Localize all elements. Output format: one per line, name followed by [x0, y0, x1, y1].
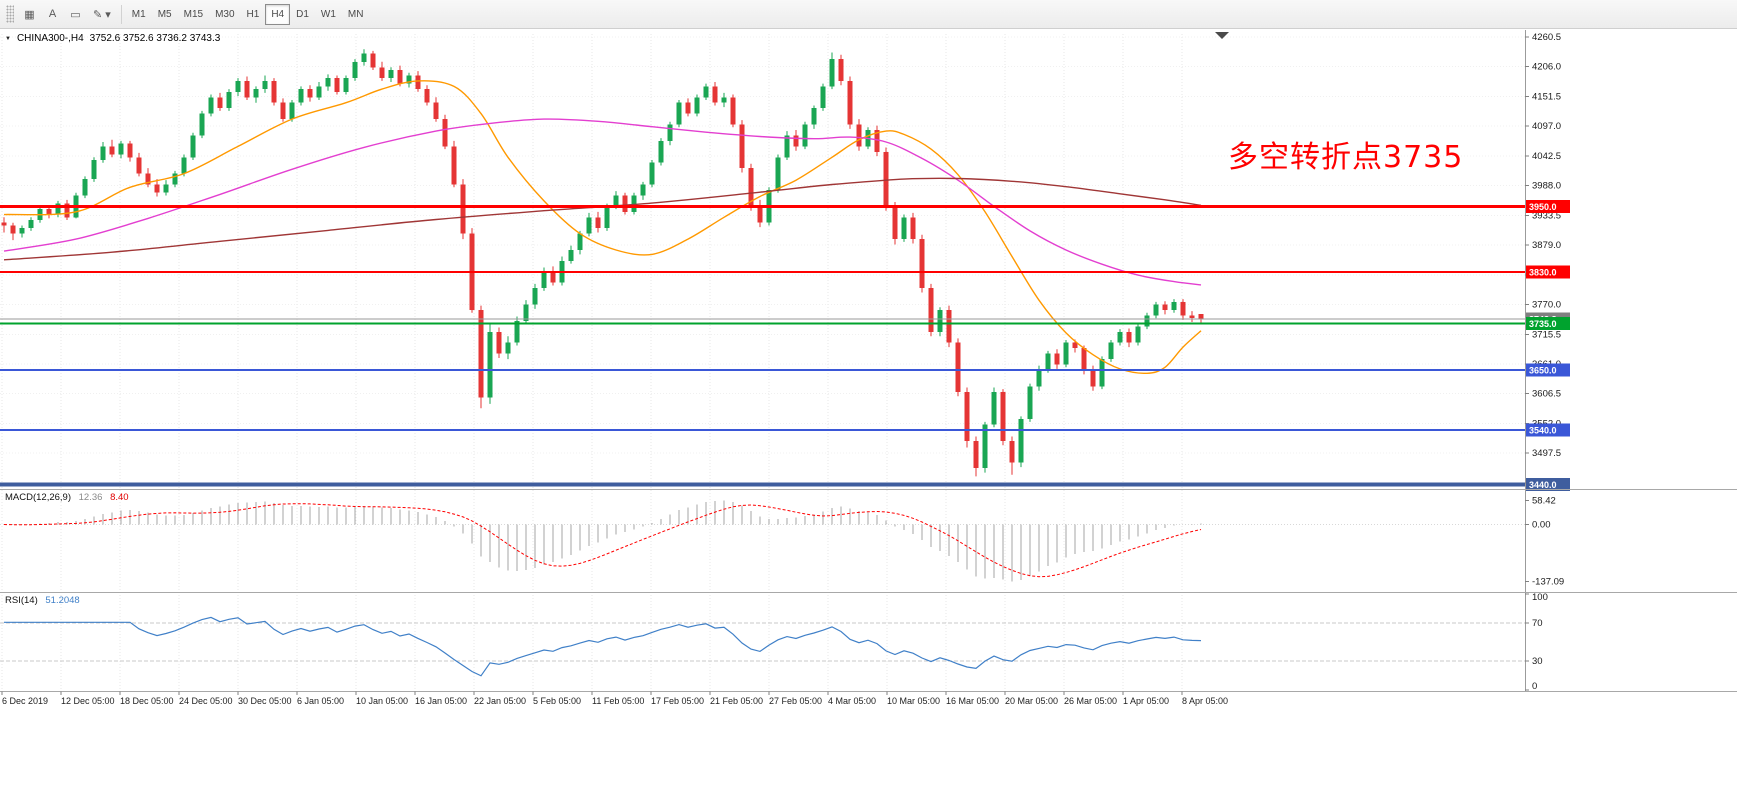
rsi-pane — [0, 616, 1525, 677]
draw-tools-dropdown-button[interactable]: ✎ ▾ — [87, 4, 117, 25]
ma-fast-orange — [3, 80, 1202, 375]
svg-text:3497.5: 3497.5 — [1532, 448, 1561, 459]
ma-medium-magenta — [3, 118, 1202, 286]
svg-text:3879.0: 3879.0 — [1532, 240, 1561, 251]
chart-window-icon-button[interactable]: ▭ — [64, 4, 87, 25]
toolbar-grip[interactable] — [6, 5, 14, 23]
svg-text:21 Feb 05:00: 21 Feb 05:00 — [710, 696, 763, 706]
svg-text:4260.5: 4260.5 — [1532, 32, 1561, 43]
svg-text:4097.0: 4097.0 — [1532, 121, 1561, 132]
timeframe-button-m1[interactable]: M1 — [126, 4, 152, 25]
svg-text:3770.0: 3770.0 — [1532, 300, 1561, 311]
pane-separators — [0, 489, 1737, 692]
price-label-3950.0: 3950.0 — [1526, 199, 1570, 213]
svg-text:12 Dec 05:00: 12 Dec 05:00 — [61, 696, 115, 706]
svg-text:4206.0: 4206.0 — [1532, 62, 1561, 73]
timeframe-button-m15[interactable]: M15 — [178, 4, 209, 25]
macd-signal-value-label: 8.40 — [110, 492, 129, 503]
rsi-name-label: RSI(14) — [5, 595, 38, 606]
timeframe-buttons: M1 M5 M15 M30 H1 H4 D1 W1 MN — [126, 3, 370, 25]
svg-text:26 Mar 05:00: 26 Mar 05:00 — [1064, 696, 1117, 706]
macd-indicator-label: MACD(12,26,9) 12.36 8.40 — [5, 492, 129, 503]
templates-grid-icon-button[interactable]: ▦ — [18, 4, 41, 25]
svg-text:3540.0: 3540.0 — [1529, 426, 1557, 436]
price-label-3650.0: 3650.0 — [1526, 363, 1570, 377]
macd-pane — [0, 500, 1525, 582]
svg-text:4 Mar 05:00: 4 Mar 05:00 — [828, 696, 876, 706]
svg-text:11 Feb 05:00: 11 Feb 05:00 — [592, 696, 644, 706]
svg-text:5 Feb 05:00: 5 Feb 05:00 — [533, 696, 581, 706]
timeframe-button-h1[interactable]: H1 — [241, 4, 266, 25]
svg-text:18 Dec 05:00: 18 Dec 05:00 — [120, 696, 174, 706]
rsi-indicator-label: RSI(14) 51.2048 — [5, 595, 80, 606]
svg-text:6 Dec 2019: 6 Dec 2019 — [2, 696, 48, 706]
candlesticks — [1, 49, 1204, 477]
timeframe-button-m5[interactable]: M5 — [152, 4, 178, 25]
svg-text:24 Dec 05:00: 24 Dec 05:00 — [179, 696, 233, 706]
svg-text:10 Mar 05:00: 10 Mar 05:00 — [887, 696, 940, 706]
svg-text:3735.0: 3735.0 — [1529, 319, 1557, 329]
text-label-tool-button[interactable]: A — [41, 4, 64, 25]
svg-text:3988.0: 3988.0 — [1532, 181, 1561, 192]
ohlc-values-label: 3752.6 3752.6 3736.2 3743.3 — [89, 33, 221, 44]
svg-text:3606.5: 3606.5 — [1532, 389, 1561, 400]
symbol-header: ▼ CHINA300-,H4 3752.6 3752.6 3736.2 3743… — [5, 33, 220, 44]
price-label-3735.0: 3735.0 — [1526, 317, 1570, 331]
svg-text:3715.5: 3715.5 — [1532, 329, 1561, 340]
toolbar-icon-buttons: ▦ A ▭ ✎ ▾ — [18, 4, 117, 25]
svg-text:3950.0: 3950.0 — [1529, 202, 1557, 212]
ma-slow-darkred — [3, 177, 1202, 261]
svg-text:100: 100 — [1532, 592, 1548, 603]
toolbar-separator — [120, 4, 122, 24]
svg-text:27 Feb 05:00: 27 Feb 05:00 — [769, 696, 822, 706]
chart-dropdown-arrow-icon[interactable]: ▼ — [5, 35, 11, 42]
toolbar: ▦ A ▭ ✎ ▾ M1 M5 M15 M30 H1 H4 D1 W1 MN — [0, 0, 1737, 29]
timeframe-button-mn[interactable]: MN — [342, 4, 370, 25]
svg-text:8 Apr 05:00: 8 Apr 05:00 — [1182, 696, 1228, 706]
rsi-value-label: 51.2048 — [45, 595, 80, 606]
chart-shift-marker[interactable] — [1215, 32, 1229, 39]
svg-text:10 Jan 05:00: 10 Jan 05:00 — [356, 696, 408, 706]
timeframe-button-d1[interactable]: D1 — [290, 4, 315, 25]
price-label-3830.0: 3830.0 — [1526, 265, 1570, 279]
svg-text:3650.0: 3650.0 — [1529, 366, 1557, 376]
svg-text:70: 70 — [1532, 618, 1543, 629]
annotation-text: 多空转折点3735 — [1228, 140, 1464, 175]
svg-text:30: 30 — [1532, 656, 1543, 667]
svg-text:17 Feb 05:00: 17 Feb 05:00 — [651, 696, 704, 706]
price-label-3440.0: 3440.0 — [1526, 478, 1570, 492]
macd-name-label: MACD(12,26,9) — [5, 492, 71, 503]
svg-text:3830.0: 3830.0 — [1529, 267, 1557, 277]
svg-text:16 Mar 05:00: 16 Mar 05:00 — [946, 696, 999, 706]
svg-text:3933.5: 3933.5 — [1532, 210, 1561, 221]
timeframe-button-m30[interactable]: M30 — [209, 4, 240, 25]
svg-text:0: 0 — [1532, 681, 1537, 692]
svg-text:0.00: 0.00 — [1532, 519, 1551, 530]
svg-text:22 Jan 05:00: 22 Jan 05:00 — [474, 696, 526, 706]
macd-value-label: 12.36 — [78, 492, 103, 503]
time-axis[interactable]: 6 Dec 2019 12 Dec 05:00 18 Dec 05:00 24 Dec… — [1, 691, 1228, 707]
svg-text:6 Jan 05:00: 6 Jan 05:00 — [297, 696, 344, 706]
timeframe-button-h4[interactable]: H4 — [265, 3, 291, 25]
svg-text:3440.0: 3440.0 — [1529, 480, 1557, 490]
svg-text:-137.09: -137.09 — [1532, 577, 1564, 588]
price-label-3540.0: 3540.0 — [1526, 423, 1570, 437]
svg-text:1 Apr 05:00: 1 Apr 05:00 — [1123, 696, 1169, 706]
svg-text:4042.5: 4042.5 — [1532, 151, 1561, 162]
svg-text:58.42: 58.42 — [1532, 495, 1556, 506]
symbol-period-label: CHINA300-,H4 — [16, 33, 84, 44]
svg-text:30 Dec 05:00: 30 Dec 05:00 — [238, 696, 292, 706]
price-label-boxes: 3743.33950.03830.03735.03650.03540.03440… — [1526, 199, 1570, 492]
timeframe-button-w1[interactable]: W1 — [315, 4, 342, 25]
svg-text:20 Mar 05:00: 20 Mar 05:00 — [1005, 696, 1058, 706]
svg-text:4151.5: 4151.5 — [1532, 91, 1561, 102]
svg-text:16 Jan 05:00: 16 Jan 05:00 — [415, 696, 467, 706]
